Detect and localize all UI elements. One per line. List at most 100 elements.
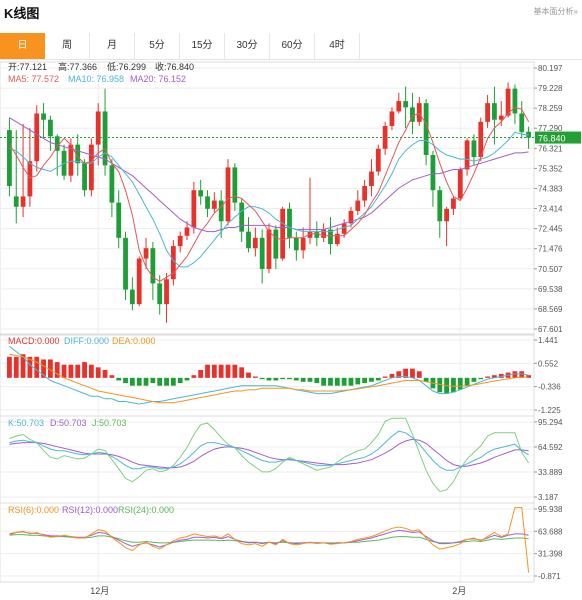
candle-body [519,113,525,133]
candle-body [191,190,197,228]
macd-tick-label: 1.441 [538,336,559,345]
tab-5min[interactable]: 5分 [135,33,180,59]
macd-bar [498,373,504,378]
candle-body [232,167,238,203]
candle-body [328,229,333,245]
tab-week[interactable]: 周 [45,33,90,59]
candle-body [239,202,245,232]
candle-body [123,237,128,290]
price-tick-label: 71.476 [538,245,563,254]
macd-bar [13,356,19,378]
macd-bar [512,371,518,378]
macd-bar [396,371,402,378]
candle-body [266,229,272,269]
j-value: J:50.703 [92,418,127,428]
candle-body [341,223,347,234]
candle-body [410,107,415,122]
candle-body [451,198,456,209]
close-value: 收:76.840 [155,61,194,72]
macd-bar [232,364,238,378]
macd-bar [355,377,361,385]
tab-15min[interactable]: 15分 [180,33,225,59]
rsi-tick-label: 31.398 [538,550,563,559]
macd-bar [218,364,224,378]
macd-bar [341,377,347,386]
price-tick-label: 80.197 [538,64,563,73]
period-tabs: 日 周 月 5分 15分 30分 60分 4时 [0,33,360,59]
price-tick-label: 72.445 [538,225,563,234]
candle-body [464,140,470,170]
candle-body [184,227,190,236]
page-title: K线图 [4,6,40,21]
macd-value: MACD:0.000 [8,336,60,346]
tab-30min[interactable]: 30分 [225,33,270,59]
d-value: D:50.703 [50,418,87,428]
candle-body [143,248,149,259]
macd-bar [225,364,231,378]
macd-bar [471,377,477,382]
candle-body [82,163,87,191]
macd-bar [478,377,484,380]
k-line [9,430,529,471]
candle-body [48,119,53,137]
rsi-tick-label: 95.938 [538,505,563,514]
tab-day[interactable]: 日 [0,33,45,59]
x-axis-label: 12月 [90,586,109,596]
macd-bar [293,377,299,381]
ma10-line [9,131,529,268]
candle-body [95,111,101,145]
kdj-tick-label: 33.889 [538,468,563,477]
candle-body [177,235,183,247]
last-price-badge [535,131,581,144]
tab-4hour[interactable]: 4时 [315,33,360,59]
candle-body [225,167,231,222]
ma20-value: MA20: 76.152 [130,74,186,84]
candle-body [485,103,490,122]
price-tick-label: 75.352 [538,164,563,173]
macd-bar [410,368,415,378]
price-tick-label: 79.228 [538,84,563,93]
macd-bar [375,377,381,381]
candle-body [136,258,142,305]
macd-bar [239,367,245,378]
price-tick-label: 74.383 [538,184,563,193]
candle-body [444,208,450,222]
candle-body [437,190,443,222]
macd-bar [129,377,135,386]
candle-body [403,101,409,108]
kline-chart-area[interactable]: 80.197 79.228 78.259 77.290 76.321 75.352 74.3… [0,60,582,600]
candle-body [13,196,19,207]
macd-bar [403,368,409,378]
fundamental-analysis-link[interactable]: 基本面分析» [533,7,578,16]
macd-bar [519,371,525,378]
macd-bar [485,376,490,378]
macd-bar [34,356,40,378]
candle-body [88,144,94,191]
macd-bar [492,375,497,378]
candle-body [505,88,511,116]
dea-line [9,353,529,404]
candle-body [157,283,163,305]
candle-body [252,237,258,249]
macd-bar [259,377,265,380]
price-tick-label: 70.507 [538,265,563,274]
macd-bar [143,377,149,386]
macd-bar [252,376,258,378]
tab-60min[interactable]: 60分 [270,33,315,59]
candle-body [471,140,477,158]
macd-tick-label: -0.336 [538,383,561,392]
tab-month[interactable]: 月 [90,33,135,59]
rsi12-line [9,529,529,548]
macd-bar [7,356,12,378]
candle-body [205,196,210,209]
price-tick-label: 69.538 [538,285,563,294]
candle-body [102,111,108,166]
macd-bar [423,377,429,382]
macd-bar [307,377,313,382]
candle-body [170,246,176,280]
rsi24-value: RSI(24):0.000 [118,505,174,515]
macd-bar [75,364,81,378]
macd-bar [27,356,33,378]
macd-bar [48,359,53,378]
macd-bar [334,377,340,386]
